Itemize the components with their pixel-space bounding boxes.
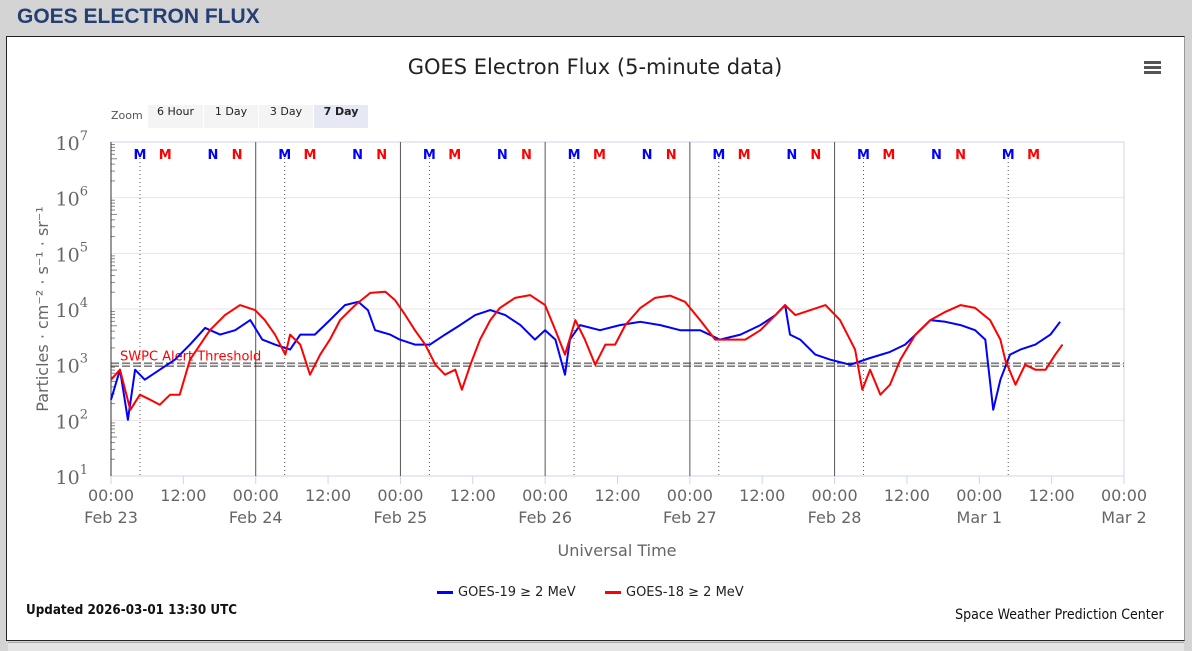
marker-label-n: N	[955, 148, 966, 163]
marker-label-m: M	[304, 148, 317, 163]
y-tick-label: 104	[56, 296, 88, 322]
marker-label-n: N	[642, 148, 653, 163]
marker-label-m: M	[568, 148, 581, 163]
x-tick-date: Feb 23	[84, 508, 138, 527]
x-tick-time: 00:00	[88, 486, 134, 505]
marker-label-n: N	[232, 148, 243, 163]
y-tick-label: 103	[56, 352, 88, 378]
zoom-3-day-button[interactable]: 3 Day	[259, 105, 313, 128]
marker-label-n: N	[786, 148, 797, 163]
marker-label-n: N	[931, 148, 942, 163]
x-tick-time: 12:00	[160, 486, 206, 505]
marker-label-m: M	[593, 148, 606, 163]
legend-label: GOES-19 ≥ 2 MeV	[458, 585, 576, 600]
x-tick-time: 00:00	[667, 486, 713, 505]
marker-label-n: N	[810, 148, 821, 163]
marker-label-n: N	[376, 148, 387, 163]
marker-label-m: M	[1027, 148, 1040, 163]
series-line-goes18	[110, 290, 1064, 411]
x-tick-time: 00:00	[812, 486, 858, 505]
marker-label-m: M	[278, 148, 291, 163]
x-tick-date: Feb 25	[374, 508, 428, 527]
legend-label: GOES-18 ≥ 2 MeV	[626, 585, 744, 600]
x-tick-date: Feb 28	[808, 508, 862, 527]
marker-label-m: M	[133, 148, 146, 163]
marker-label-m: M	[857, 148, 870, 163]
chart-title: GOES Electron Flux (5-minute data)	[408, 55, 783, 79]
y-tick-exponent: 7	[80, 129, 88, 144]
marker-label-n: N	[207, 148, 218, 163]
x-tick-time: 12:00	[1029, 486, 1075, 505]
marker-label-m: M	[712, 148, 725, 163]
credit-text: Space Weather Prediction Center	[955, 607, 1164, 623]
y-tick-label: 102	[56, 407, 88, 433]
x-tick-date: Feb 24	[229, 508, 283, 527]
marker-label-n: N	[352, 148, 363, 163]
x-tick-time: 12:00	[305, 486, 351, 505]
marker-label-m: M	[882, 148, 895, 163]
x-tick-date: Mar 2	[1101, 508, 1146, 527]
x-tick-time: 00:00	[1101, 486, 1147, 505]
x-tick-time: 00:00	[956, 486, 1002, 505]
y-tick-label: 106	[56, 185, 88, 211]
x-tick-time: 00:00	[377, 486, 423, 505]
zoom-1-day-button[interactable]: 1 Day	[204, 105, 258, 128]
y-tick-exponent: 2	[80, 407, 88, 422]
marker-label-m: M	[1002, 148, 1015, 163]
x-tick-date: Mar 1	[957, 508, 1002, 527]
x-tick-date: Feb 27	[663, 508, 717, 527]
y-tick-label: 101	[56, 463, 88, 489]
y-tick-exponent: 6	[80, 185, 88, 200]
x-tick-date: Feb 26	[518, 508, 572, 527]
x-tick-time: 00:00	[233, 486, 279, 505]
legend-goes18[interactable]: GOES-18 ≥ 2 MeV	[605, 585, 744, 600]
legend-swatch-blue	[437, 591, 453, 594]
x-tick-time: 12:00	[450, 486, 496, 505]
legend-swatch-red	[605, 591, 621, 594]
marker-label-m: M	[448, 148, 461, 163]
x-axis-title: Universal Time	[557, 541, 676, 560]
page-title: GOES ELECTRON FLUX	[17, 5, 260, 28]
x-tick-time: 00:00	[522, 486, 568, 505]
zoom-6-hour-button[interactable]: 6 Hour	[148, 105, 203, 128]
bottom-scrollbar[interactable]	[8, 642, 1184, 651]
zoom-7-day-button[interactable]: 7 Day	[314, 105, 368, 128]
hamburger-menu-icon[interactable]	[1144, 61, 1161, 75]
y-tick-label: 105	[56, 240, 88, 266]
y-tick-exponent: 5	[80, 240, 88, 255]
marker-label-n: N	[666, 148, 677, 163]
x-tick-time: 12:00	[594, 486, 640, 505]
x-tick-time: 12:00	[739, 486, 785, 505]
legend-goes19[interactable]: GOES-19 ≥ 2 MeV	[437, 585, 576, 600]
y-tick-exponent: 4	[80, 296, 88, 311]
marker-label-n: N	[521, 148, 532, 163]
marker-label-n: N	[497, 148, 508, 163]
y-axis-title: Particles · cm⁻² · s⁻¹ · sr⁻¹	[33, 206, 52, 411]
marker-label-m: M	[159, 148, 172, 163]
y-tick-exponent: 1	[80, 463, 88, 478]
y-tick-label: 107	[56, 129, 88, 155]
chart-panel	[6, 36, 1185, 641]
marker-label-m: M	[738, 148, 751, 163]
zoom-label: Zoom	[111, 109, 143, 122]
y-tick-exponent: 3	[80, 352, 88, 367]
marker-label-m: M	[423, 148, 436, 163]
updated-timestamp: Updated 2026-03-01 13:30 UTC	[26, 603, 238, 618]
x-tick-time: 12:00	[884, 486, 930, 505]
